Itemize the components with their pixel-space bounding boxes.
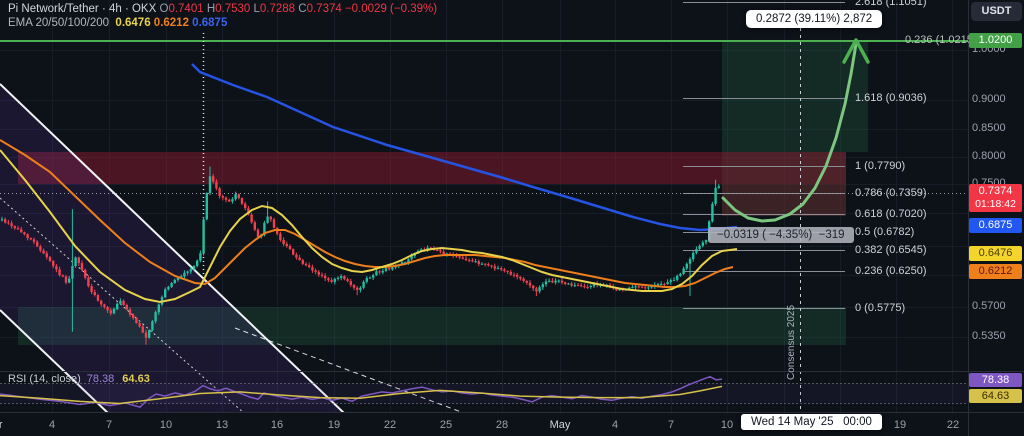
ema-values: 0.6476 0.6212 0.6875: [109, 17, 227, 29]
fib-level-label: 0.618 (0.7020): [855, 208, 927, 220]
ema-value: 0.6476: [112, 17, 151, 29]
price-axis-label: 0.8000: [972, 150, 1006, 162]
ohlc-value: 0.7288: [259, 3, 299, 15]
usdt-currency-button[interactable]: USDT: [971, 2, 1022, 21]
symbol-title[interactable]: Pi Network/Tether · 4h · OKX: [8, 3, 157, 15]
chart-header: Pi Network/Tether · 4h · OKX O0.7401 H0.…: [8, 3, 437, 15]
time-axis-label: 28: [495, 419, 509, 431]
ohlc-key: O: [159, 3, 169, 15]
ohlc-value: 0.7401: [168, 3, 207, 15]
time-axis-label: 10: [159, 419, 173, 431]
price-badge: 0.6476: [969, 246, 1022, 261]
time-axis-label: 4: [611, 419, 619, 431]
fib-level-label: 0.5 (0.6782): [855, 226, 915, 238]
time-axis-label: 10: [720, 419, 734, 431]
time-axis-label: Apr: [0, 419, 3, 431]
time-axis-label: 4: [48, 419, 56, 431]
ohlc-key: L: [253, 3, 260, 15]
price-axis-label: 0.5700: [972, 300, 1006, 312]
time-axis-label: 13: [215, 419, 229, 431]
consensus-2025-label: Consensus 2025: [786, 304, 797, 380]
fib-level-label: 0.236 (0.6250): [855, 265, 927, 277]
rsi-indicator-row[interactable]: RSI (14, close) 78.38 64.63: [8, 373, 150, 385]
rsi-label: RSI (14, close): [8, 373, 81, 385]
price-badge: 0.7374 01:18:42: [969, 184, 1022, 212]
ema-value: 0.6875: [188, 17, 228, 29]
price-badge: 0.6875: [969, 218, 1022, 233]
time-axis-label: 19: [893, 419, 907, 431]
time-axis-label: May: [549, 419, 571, 431]
ohlc-key: H: [206, 3, 216, 15]
price-axis-label: 0.5350: [972, 330, 1006, 342]
rsi-value-1: 78.38: [86, 373, 115, 385]
fib-level-label: 0.382 (0.6545): [855, 244, 927, 256]
price-axis-label: 0.8500: [972, 122, 1006, 134]
time-axis-label: 19: [327, 419, 341, 431]
time-axis-label: 25: [439, 419, 453, 431]
price-badge: 1.0200: [969, 33, 1022, 48]
rsi-badge: 78.38: [969, 373, 1022, 387]
time-axis-label: 7: [105, 419, 113, 431]
fib-level-label: 1.618 (0.9036): [855, 92, 927, 104]
ohlc-value: 0.7530: [215, 3, 254, 15]
time-axis-label: 7: [667, 419, 675, 431]
fib-level-label: 0 (0.5775): [855, 302, 906, 314]
fib-extension-label: 0.236 (1.0215): [905, 34, 977, 46]
price-badge: 0.6212: [969, 264, 1022, 279]
fib-level-label: 1 (0.7790): [855, 160, 906, 172]
date-crosshair-tooltip: Wed 14 May '25 00:00: [741, 414, 882, 430]
time-axis-label: 22: [946, 419, 960, 431]
rsi-badge: 64.63: [969, 389, 1022, 403]
ema-value: 0.6212: [150, 17, 189, 29]
ohlc-value: 0.7374: [306, 3, 345, 15]
ohlc-key: C: [298, 3, 307, 15]
time-axis-label: 22: [383, 419, 397, 431]
ema-indicator-row[interactable]: EMA 20/50/100/200 0.6476 0.6212 0.6875: [8, 17, 227, 29]
rsi-value-2: 64.63: [122, 373, 150, 385]
time-axis-label: 16: [270, 419, 284, 431]
fib-level-label: 2.618 (1.1051): [855, 0, 927, 8]
change-value: −0.0029 (−0.39%): [344, 3, 438, 15]
price-axis-label: 0.9000: [972, 93, 1006, 105]
extension-tooltip: 0.2872 (39.11%) 2,872: [746, 10, 883, 28]
ohlc-values: O0.7401 H0.7530 L0.7288 C0.7374: [156, 3, 345, 15]
ema-label: EMA 20/50/100/200: [8, 17, 110, 29]
fib-level-label: 0.786 (0.7359): [855, 187, 927, 199]
drawdown-tooltip: −0.0319 ( −4.35%) −319: [708, 227, 854, 243]
